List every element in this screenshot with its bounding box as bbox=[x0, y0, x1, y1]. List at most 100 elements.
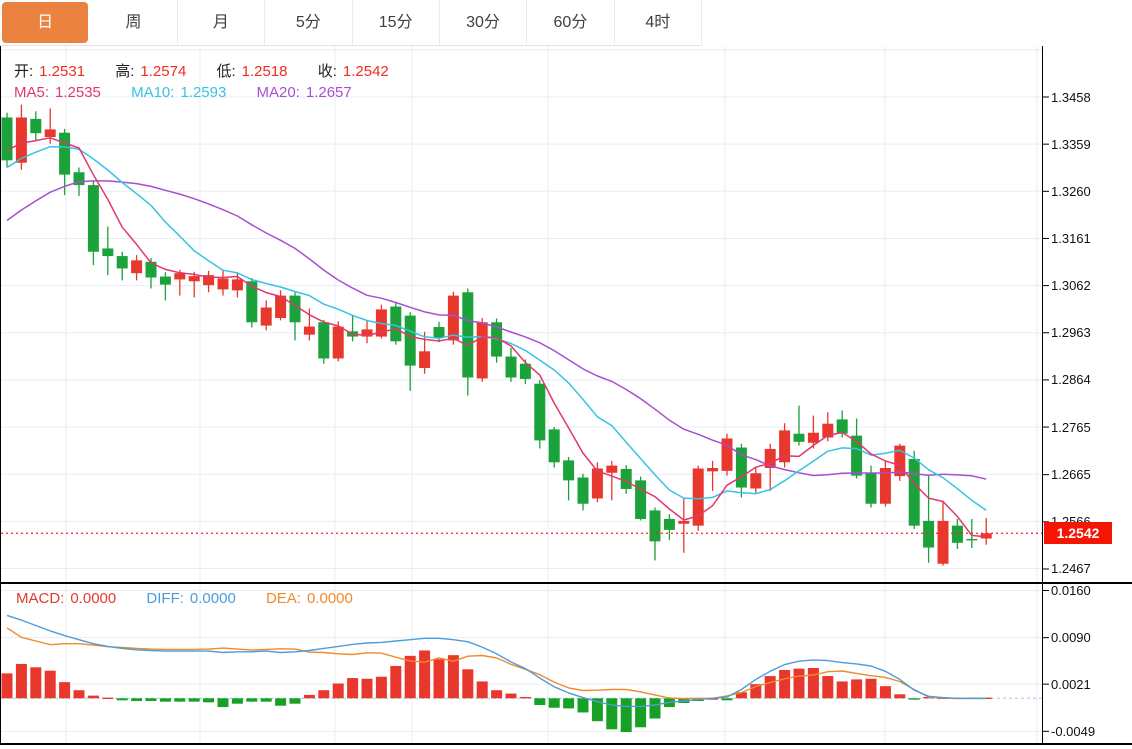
candle-body bbox=[678, 520, 690, 524]
candle-body bbox=[606, 465, 618, 473]
macd-histogram-bar bbox=[1, 673, 13, 699]
candle-body bbox=[505, 356, 517, 378]
macd-histogram-bar bbox=[390, 665, 402, 699]
macd-dea-line bbox=[6, 627, 987, 700]
candle-body bbox=[174, 273, 186, 280]
candle-body bbox=[923, 520, 935, 548]
macd-histogram-bar bbox=[591, 698, 603, 722]
macd-axis-label: 0.0021 bbox=[1051, 676, 1091, 692]
macd-histogram-bar bbox=[620, 698, 632, 732]
open-value: 1.2531 bbox=[39, 63, 86, 80]
price-axis-label: 1.2665 bbox=[1051, 467, 1091, 483]
macd-histogram-bar bbox=[59, 682, 71, 699]
candle-body bbox=[966, 538, 978, 541]
macd-histogram-bar bbox=[807, 667, 819, 699]
macd-histogram-bar bbox=[865, 678, 877, 699]
macd-histogram-bar bbox=[159, 698, 171, 702]
macd-axis-label: 0.0160 bbox=[1051, 582, 1091, 598]
candle-body bbox=[15, 117, 27, 163]
ma20-label: MA20: bbox=[256, 84, 300, 101]
tab-period-6[interactable]: 60分 bbox=[527, 0, 615, 45]
candle-body bbox=[879, 468, 891, 504]
current-price-badge: 1.2542 bbox=[1044, 522, 1112, 545]
candle-body bbox=[548, 429, 560, 463]
candle-body bbox=[534, 383, 546, 441]
macd-histogram-bar bbox=[145, 698, 157, 701]
candle-body bbox=[390, 306, 402, 342]
macd-histogram-bar bbox=[246, 698, 258, 702]
price-axis-label: 1.3359 bbox=[1051, 136, 1091, 152]
candle-body bbox=[692, 468, 704, 526]
candle-body bbox=[894, 445, 906, 477]
tab-period-2[interactable]: 月 bbox=[177, 0, 266, 45]
candle-body bbox=[447, 295, 459, 341]
macd-histogram-bar bbox=[476, 681, 488, 699]
macd-histogram-bar bbox=[116, 698, 128, 701]
macd-histogram-bar bbox=[764, 676, 776, 699]
macd-diff-line bbox=[6, 614, 987, 708]
macd-histogram-bar bbox=[347, 678, 359, 699]
dea-value: 0.0000 bbox=[306, 590, 353, 607]
candle-body bbox=[807, 432, 819, 443]
macd-histogram-bar bbox=[404, 655, 416, 699]
candle-body bbox=[188, 276, 200, 282]
candle-body bbox=[663, 518, 675, 530]
candle-body bbox=[519, 363, 531, 379]
macd-histogram-bar bbox=[735, 692, 747, 699]
macd-histogram-bar bbox=[635, 698, 647, 728]
candle-body bbox=[937, 520, 949, 564]
candle-body bbox=[721, 438, 733, 471]
macd-histogram-bar bbox=[419, 650, 431, 699]
macd-histogram-bar bbox=[779, 669, 791, 699]
candle-body bbox=[73, 172, 85, 186]
price-axis-label: 1.2467 bbox=[1051, 561, 1091, 577]
tab-period-1[interactable]: 周 bbox=[90, 0, 178, 45]
candle-body bbox=[793, 433, 805, 442]
price-axis-label: 1.2963 bbox=[1051, 325, 1091, 341]
macd-histogram-bar bbox=[174, 698, 186, 702]
high-label: 高: bbox=[115, 63, 135, 80]
bottom-border bbox=[0, 743, 1132, 745]
macd-histogram-bar bbox=[361, 678, 373, 699]
tab-period-3[interactable]: 5分 bbox=[265, 0, 353, 45]
tab-period-7[interactable]: 4时 bbox=[614, 0, 702, 45]
candle-body bbox=[231, 279, 243, 291]
open-label: 开: bbox=[14, 63, 34, 80]
price-axis-label: 1.3062 bbox=[1051, 278, 1091, 294]
candle-body bbox=[908, 458, 920, 526]
tab-period-5[interactable]: 30分 bbox=[439, 0, 528, 45]
candle-body bbox=[419, 351, 431, 368]
macd-histogram-bar bbox=[836, 681, 848, 699]
ma20-line bbox=[6, 180, 987, 480]
low-label: 低: bbox=[216, 63, 236, 80]
candle-body bbox=[822, 423, 834, 438]
candle-body bbox=[318, 322, 330, 359]
macd-histogram-bar bbox=[203, 698, 215, 703]
candle-body bbox=[30, 118, 42, 134]
tab-period-0[interactable]: 日 bbox=[2, 2, 89, 43]
price-axis-label: 1.3161 bbox=[1051, 230, 1091, 246]
close-label: 收: bbox=[317, 63, 337, 80]
macd-axis-label: -0.0049 bbox=[1051, 723, 1096, 739]
macd-histogram-bar bbox=[606, 698, 618, 730]
macd-histogram-bar bbox=[548, 698, 560, 708]
candle-body bbox=[433, 327, 445, 338]
macd-histogram-bar bbox=[433, 659, 445, 699]
candle-body bbox=[404, 315, 416, 366]
candle-body bbox=[563, 460, 575, 481]
candle-body bbox=[217, 278, 229, 290]
close-value: 1.2542 bbox=[342, 63, 389, 80]
macd-histogram-bar bbox=[879, 686, 891, 699]
candle-body bbox=[303, 326, 315, 335]
price-axis-label: 1.3260 bbox=[1051, 183, 1091, 199]
macd-histogram-bar bbox=[577, 698, 589, 713]
price-axis-label: 1.3458 bbox=[1051, 89, 1091, 105]
macd-histogram-bar bbox=[908, 698, 920, 700]
candle-body bbox=[750, 473, 762, 489]
candle-body bbox=[44, 129, 56, 138]
candle-body bbox=[635, 480, 647, 519]
ma10-label: MA10: bbox=[131, 84, 175, 101]
tab-period-4[interactable]: 15分 bbox=[352, 0, 440, 45]
